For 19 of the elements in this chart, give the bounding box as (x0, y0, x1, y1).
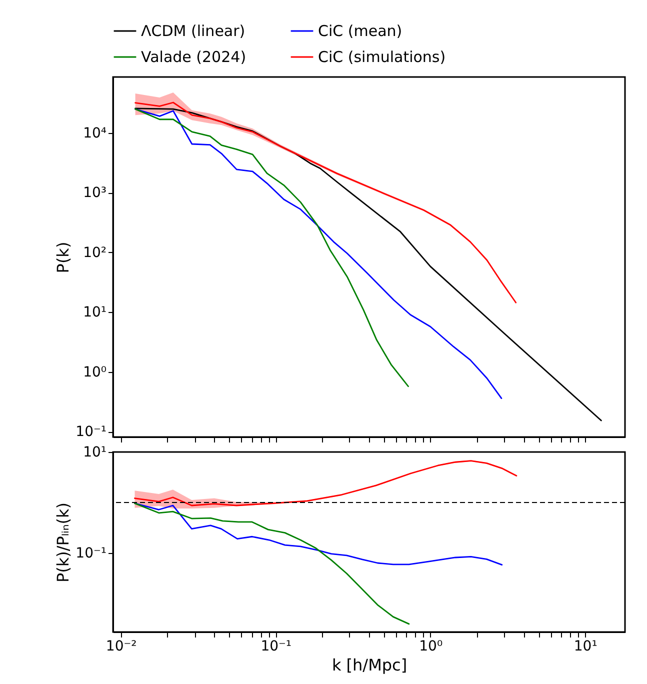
y-tick-label: 10³ (83, 185, 106, 202)
x-tick-label: 10¹ (574, 638, 598, 654)
y-tick-label: 10⁴ (83, 125, 107, 142)
legend-label: ΛCDM (linear) (141, 22, 246, 40)
y-tick-label: 10¹ (83, 444, 106, 460)
y-tick-label: 10⁻¹ (76, 545, 106, 562)
y-tick-label: 10⁰ (83, 364, 107, 380)
x-tick-label: 10⁰ (419, 638, 443, 654)
y-tick-label: 10⁻¹ (76, 424, 106, 440)
legend-label: CiC (simulations) (318, 48, 446, 66)
x-tick-label: 10⁻² (106, 638, 137, 654)
legend-label: Valade (2024) (141, 48, 246, 66)
y-tick-label: 10² (83, 244, 106, 261)
legend-label: CiC (mean) (318, 22, 402, 40)
y-axis-title: P(k)/Pₗᵢₙ(k) (54, 502, 73, 583)
y-tick-label: 10¹ (83, 304, 106, 321)
x-tick-label: 10⁻¹ (260, 638, 292, 654)
y-axis-title: P(k) (54, 242, 73, 274)
x-axis-title: k [h/Mpc] (332, 656, 408, 674)
